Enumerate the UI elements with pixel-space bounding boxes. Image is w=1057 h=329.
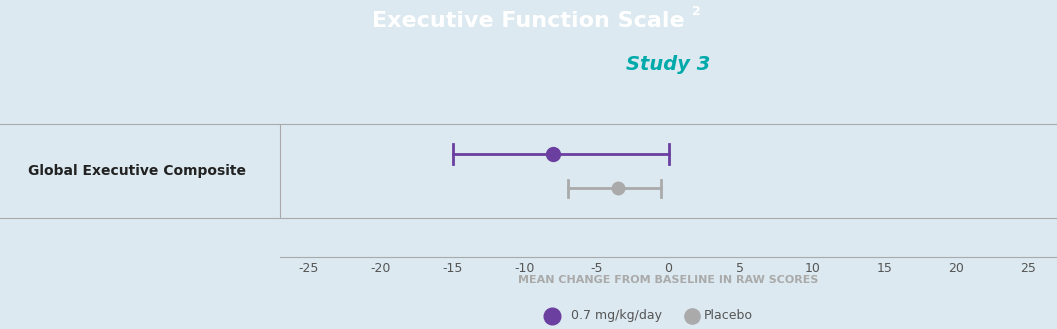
Text: Executive Function Scale: Executive Function Scale <box>372 12 685 31</box>
Text: Global Executive Composite: Global Executive Composite <box>29 164 246 178</box>
Text: Placebo: Placebo <box>704 309 753 322</box>
Text: 0.7 mg/kg/day: 0.7 mg/kg/day <box>572 309 663 322</box>
Text: 2: 2 <box>692 6 701 18</box>
Text: Study 3: Study 3 <box>627 55 710 74</box>
Text: MEAN CHANGE FROM BASELINE IN RAW SCORES: MEAN CHANGE FROM BASELINE IN RAW SCORES <box>518 275 819 285</box>
